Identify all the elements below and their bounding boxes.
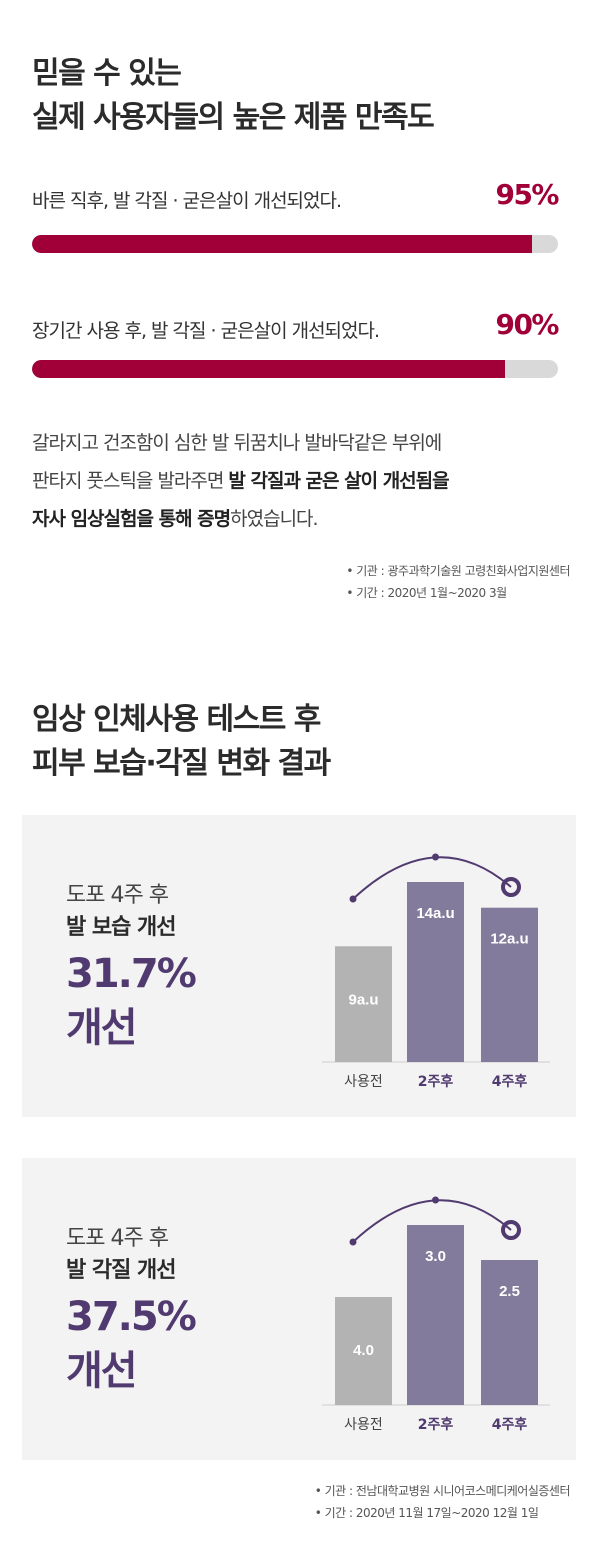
panel-big-result: 37.5% 개선 — [66, 1290, 197, 1398]
note-institution: • 기관 : 전남대학교병원 시니어코스메디케어실증센터 — [314, 1484, 571, 1498]
panel-big-value: 37.5% — [66, 1294, 197, 1340]
arc-end-ring — [501, 877, 521, 897]
source-note-2: • 기관 : 전남대학교병원 시니어코스메디케어실증센터 • 기간 : 2020… — [314, 1480, 571, 1524]
arc-mid-dot — [432, 1196, 439, 1204]
stat-percent-1: 95% — [495, 178, 559, 211]
category-label: 2주후 — [418, 1417, 454, 1433]
bar-value-label: 14a.u — [416, 905, 454, 922]
panel-heading: 발 각질 개선 — [66, 1258, 177, 1283]
desc-line-2-text: 판타지 풋스틱을 발라주면 — [32, 470, 229, 492]
panel-big-result: 31.7% 개선 — [66, 947, 197, 1055]
bar-value-label: 4.0 — [353, 1342, 374, 1359]
note-period: • 기간 : 2020년 11월 17일~2020 12월 1일 — [314, 1506, 539, 1520]
desc-line-3-bold: 자사 임상실험을 통해 증명 — [32, 508, 231, 530]
panel-big-word: 개선 — [66, 1005, 138, 1051]
section1-title-line1: 믿을 수 있는 — [32, 56, 182, 91]
progress-bar-1 — [32, 235, 558, 253]
category-label: 4주후 — [492, 1074, 528, 1090]
category-label: 사용전 — [344, 1417, 383, 1433]
panel-subtitle: 도포 4주 후 — [66, 883, 169, 908]
progress-bar-2 — [32, 360, 558, 378]
stat-percent-2: 90% — [495, 308, 559, 341]
note-institution: • 기관 : 광주과학기술원 고령친화사업지원센터 — [346, 564, 570, 578]
section2-title: 임상 인체사용 테스트 후 피부 보습·각질 변화 결과 — [32, 698, 331, 786]
bar-4주후 — [481, 907, 538, 1062]
section1-title-line2: 실제 사용자들의 높은 제품 만족도 — [32, 100, 435, 135]
note-period: • 기간 : 2020년 1월~2020 3월 — [346, 586, 507, 600]
result-panel-keratin: 도포 4주 후 발 각질 개선 37.5% 개선 4.0 사용전 3.0 2주후 2.5… — [22, 1158, 576, 1460]
desc-line-3-text: 하였습니다. — [230, 508, 318, 530]
progress-fill-2 — [32, 360, 506, 378]
desc-line-2: 판타지 풋스틱을 발라주면 발 각질과 굳은 살이 개선됨을 — [32, 462, 450, 500]
keratin-bar-chart: 4.0 사용전 3.0 2주후 2.5 4주후 — [322, 1196, 550, 1433]
category-label: 사용전 — [344, 1074, 383, 1090]
bar-value-label: 3.0 — [425, 1248, 446, 1265]
panel-heading: 발 보습 개선 — [66, 915, 177, 940]
section2-title-line1: 임상 인체사용 테스트 후 — [32, 702, 321, 737]
desc-line-3: 자사 임상실험을 통해 증명하였습니다. — [32, 500, 449, 538]
stat-label-1: 바른 직후, 발 각질 · 굳은살이 개선되었다. — [32, 190, 342, 212]
panel-subtitle: 도포 4주 후 — [66, 1226, 169, 1251]
bar-사용전 — [335, 1297, 392, 1405]
arc-start-dot — [349, 895, 357, 903]
section1-title: 믿을 수 있는 실제 사용자들의 높은 제품 만족도 — [32, 52, 435, 140]
category-label: 4주후 — [492, 1417, 528, 1433]
bar-4주후 — [481, 1260, 538, 1405]
moisture-bar-chart: 9a.u 사용전 14a.u 2주후 12a.u 4주후 — [322, 853, 550, 1090]
desc-line-1: 갈라지고 건조함이 심한 발 뒤꿈치나 발바닥같은 부위에 — [32, 432, 442, 454]
bar-value-label: 2.5 — [499, 1283, 520, 1300]
progress-fill-1 — [32, 235, 532, 253]
panel-big-word: 개선 — [66, 1348, 138, 1394]
bar-value-label: 12a.u — [490, 931, 528, 948]
stat-label-2: 장기간 사용 후, 발 각질 · 굳은살이 개선되었다. — [32, 320, 380, 342]
bar-2주후 — [407, 1225, 464, 1405]
source-note-1: • 기관 : 광주과학기술원 고령친화사업지원센터 • 기간 : 2020년 1… — [346, 560, 570, 604]
bar-value-label: 9a.u — [348, 991, 378, 1008]
arc-start-dot — [349, 1238, 357, 1246]
arc-mid-dot — [432, 853, 439, 861]
result-panel-moisture: 도포 4주 후 발 보습 개선 31.7% 개선 9a.u 사용전 14a.u 2주후… — [22, 815, 576, 1117]
bar-2주후 — [407, 882, 464, 1062]
category-label: 2주후 — [418, 1074, 454, 1090]
bar-사용전 — [335, 946, 392, 1062]
panel-big-value: 31.7% — [66, 951, 197, 997]
section2-title-line2: 피부 보습·각질 변화 결과 — [32, 746, 331, 781]
arc-end-ring — [501, 1220, 521, 1240]
description: 갈라지고 건조함이 심한 발 뒤꿈치나 발바닥같은 부위에 판타지 풋스틱을 발… — [32, 424, 450, 538]
desc-line-2-bold: 발 각질과 굳은 살이 개선됨을 — [228, 470, 449, 492]
